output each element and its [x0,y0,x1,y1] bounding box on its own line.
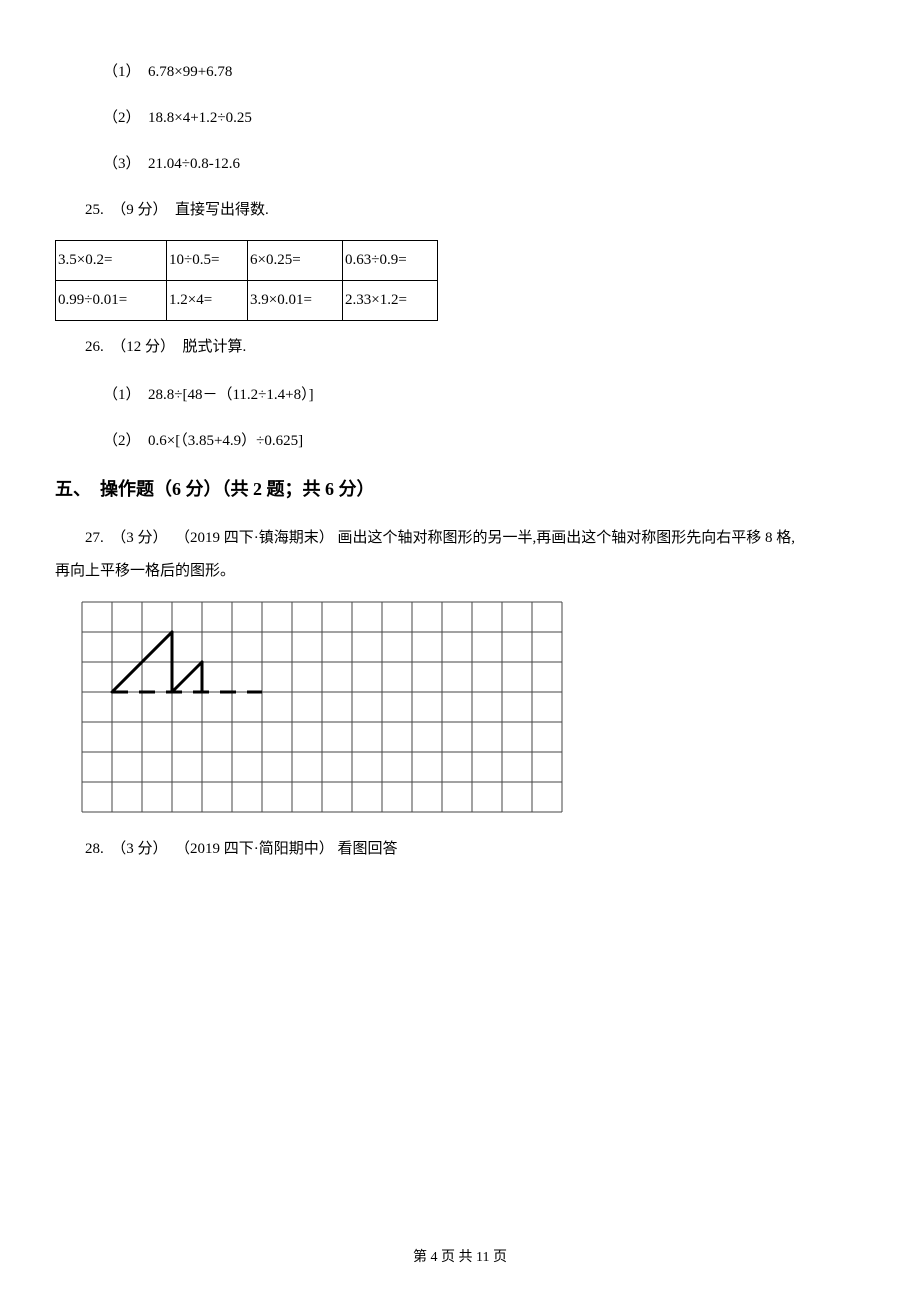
q25-num: 25. [85,202,104,218]
q27-num: 27. [85,530,104,546]
q27-line1: 27. （3 分） （2019 四下·镇海期末） 画出这个轴对称图形的另一半,再… [55,523,865,553]
q26a-expr: 28.8÷[48－（11.2÷1.4+8）] [148,387,314,403]
q26b-label: （2） [103,433,141,449]
page-footer: 第 4 页 共 11 页 [0,1246,920,1266]
q26-pts: （12 分） [111,339,175,355]
table-row: 3.5×0.2= 10÷0.5= 6×0.25= 0.63÷0.9= [56,241,438,281]
q1-line: （1） 6.78×99+6.78 [55,60,865,84]
section-5-num: 五、 [55,479,91,499]
footer-text: 第 4 页 共 11 页 [413,1250,507,1265]
q27-text1: 画出这个轴对称图形的另一半,再画出这个轴对称图形先向右平移 8 格, [338,530,796,546]
q3-label: （3） [103,156,141,172]
cell-r1c2: 10÷0.5= [167,241,248,281]
cell-r1c1: 3.5×0.2= [56,241,167,281]
q2-expr: 18.8×4+1.2÷0.25 [148,110,252,126]
cell-r2c2: 1.2×4= [167,281,248,321]
table-row: 0.99÷0.01= 1.2×4= 3.9×0.01= 2.33×1.2= [56,281,438,321]
cell-r2c3: 3.9×0.01= [248,281,343,321]
calc-table: 3.5×0.2= 10÷0.5= 6×0.25= 0.63÷0.9= 0.99÷… [55,240,438,321]
q26b-line: （2） 0.6×[（3.85+4.9）÷0.625] [55,429,865,453]
q28-line: 28. （3 分） （2019 四下·简阳期中） 看图回答 [55,837,865,861]
q26-title: 脱式计算. [183,339,247,355]
q27-line2: 再向上平移一格后的图形。 [55,559,865,583]
cell-r1c3: 6×0.25= [248,241,343,281]
cell-r2c4: 2.33×1.2= [343,281,438,321]
q26a-label: （1） [103,387,141,403]
q27-text2: 再向上平移一格后的图形。 [55,563,235,579]
q28-src: （2019 四下·简阳期中） [175,841,334,857]
q27-src: （2019 四下·镇海期末） [175,530,334,546]
grid-figure [81,601,865,813]
q26a-line: （1） 28.8÷[48－（11.2÷1.4+8）] [55,383,865,407]
section-5-text: 操作题（6 分）（共 2 题；共 6 分） [100,479,375,499]
q27-pts: （3 分） [111,530,167,546]
q26-line: 26. （12 分） 脱式计算. [55,335,865,359]
q25-pts: （9 分） [111,202,167,218]
q28-pts: （3 分） [111,841,167,857]
q28-text: 看图回答 [338,841,398,857]
q25-title: 直接写出得数. [175,202,269,218]
cell-r2c1: 0.99÷0.01= [56,281,167,321]
q1-label: （1） [103,64,141,80]
q3-expr: 21.04÷0.8-12.6 [148,156,240,172]
section-5-title: 五、 操作题（6 分）（共 2 题；共 6 分） [55,475,865,501]
q3-line: （3） 21.04÷0.8-12.6 [55,152,865,176]
cell-r1c4: 0.63÷0.9= [343,241,438,281]
q26-num: 26. [85,339,104,355]
q2-label: （2） [103,110,141,126]
q25-line: 25. （9 分） 直接写出得数. [55,198,865,222]
q28-num: 28. [85,841,104,857]
q26b-expr: 0.6×[（3.85+4.9）÷0.625] [148,433,303,449]
q1-expr: 6.78×99+6.78 [148,64,232,80]
grid-svg [81,601,563,813]
q2-line: （2） 18.8×4+1.2÷0.25 [55,106,865,130]
